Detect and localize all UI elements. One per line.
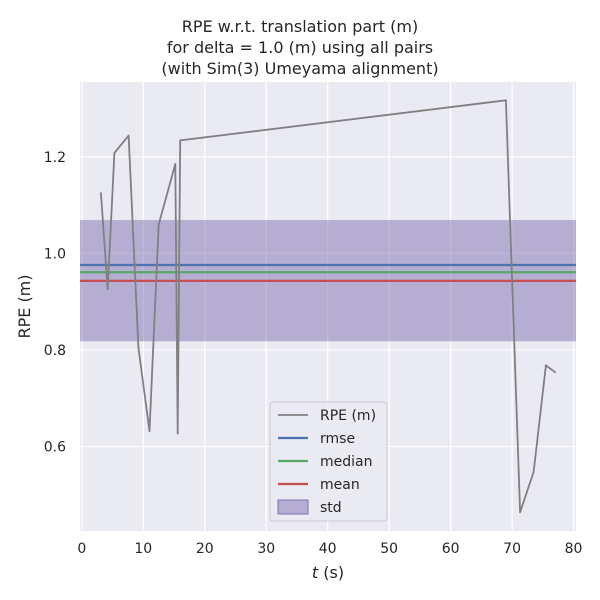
- x-tick-label: 70: [503, 541, 521, 557]
- title-line: for delta = 1.0 (m) using all pairs: [167, 38, 433, 57]
- rpe-data-point: [174, 163, 177, 165]
- chart-title: RPE w.r.t. translation part (m) for delta…: [161, 17, 438, 78]
- rpe-data-point: [148, 430, 151, 432]
- x-tick-label: 40: [319, 541, 337, 557]
- y-tick-label: 0.8: [44, 343, 66, 359]
- series-group: [99, 99, 557, 514]
- x-axis-label: t (s): [312, 563, 344, 582]
- x-tick-label: 0: [77, 541, 86, 557]
- legend-label-std: std: [320, 500, 342, 516]
- legend-label-rmse: rmse: [320, 431, 355, 447]
- legend-swatch-std: [277, 499, 309, 515]
- x-axis-unit: (s): [318, 563, 344, 582]
- rpe-data-point: [176, 432, 179, 435]
- rpe-data-point: [179, 139, 182, 142]
- legend-box: [269, 401, 388, 522]
- rpe-data-point: [544, 364, 547, 367]
- legend-label-rpe: RPE (m): [320, 408, 376, 424]
- rpe-data-point: [157, 223, 160, 226]
- x-tick-labels: 0 10 20 30 40 50 60 70 80: [77, 541, 582, 557]
- x-axis-variable: t: [312, 563, 319, 582]
- y-tick-label: 1.2: [44, 150, 66, 166]
- x-tick-label: 10: [134, 541, 152, 557]
- title-line: (with Sim(3) Umeyama alignment): [161, 59, 438, 78]
- rpe-data-point: [137, 346, 140, 349]
- rpe-data-point: [127, 134, 130, 137]
- rpe-data-point: [99, 192, 102, 194]
- title-line: RPE w.r.t. translation part (m): [182, 17, 418, 36]
- x-tick-label: 50: [380, 541, 398, 557]
- legend-label-median: median: [320, 454, 372, 470]
- x-tick-label: 60: [442, 541, 460, 557]
- rpe-data-point: [554, 371, 557, 374]
- x-tick-label: 20: [196, 541, 214, 557]
- y-axis-label: RPE (m): [15, 274, 34, 338]
- rpe-data-point: [113, 152, 116, 154]
- rpe-data-point: [106, 288, 109, 291]
- rpe-data-point: [519, 511, 521, 514]
- x-tick-label: 80: [565, 541, 583, 557]
- y-tick-label: 0.6: [44, 440, 66, 456]
- statistic-lines: [80, 263, 576, 283]
- legend-label-mean: mean: [320, 477, 360, 493]
- y-tick-label: 1.0: [44, 246, 66, 262]
- y-tick-labels: 0.6 0.8 1.0 1.2: [44, 150, 66, 456]
- rpe-data-point: [532, 471, 535, 473]
- legend: RPE (m) rmse median mean std: [269, 401, 388, 522]
- x-tick-label: 30: [257, 541, 275, 557]
- rpe-data-point: [505, 99, 507, 102]
